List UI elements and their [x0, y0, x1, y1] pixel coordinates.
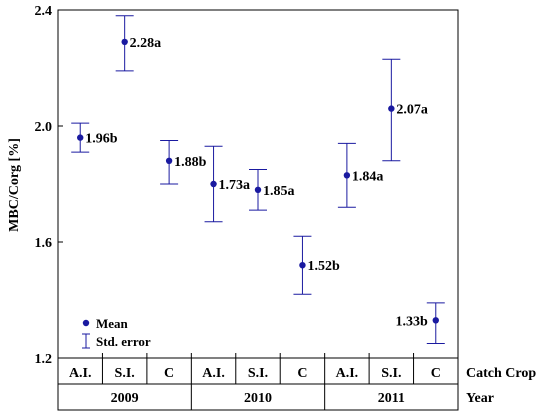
catch-crop-label: C: [431, 366, 441, 381]
legend-mean-label: Mean: [96, 316, 129, 331]
year-label: 2011: [378, 391, 405, 406]
legend-error-marker: [82, 333, 90, 349]
legend-mean-marker: [82, 319, 90, 327]
legend: Mean Std. error: [82, 316, 151, 349]
catch-crop-label: A.I.: [69, 366, 92, 381]
data-point-group: 2.07a: [382, 58, 428, 162]
mean-point: [432, 317, 439, 324]
data-label: 1.88b: [174, 155, 207, 170]
mean-point: [388, 105, 395, 112]
mean-point: [210, 180, 217, 188]
mean-point: [77, 134, 84, 141]
data-point-group: 1.52b: [293, 235, 340, 295]
y-axis-title: MBC/Corg [%]: [7, 138, 22, 232]
data-point-group: 1.96b: [71, 122, 118, 153]
catch-crop-label: S.I.: [248, 366, 268, 381]
catch-crop-label: C: [164, 366, 174, 381]
y-tick-label: 1.6: [35, 236, 53, 251]
catch-crop-row-title: Catch Crop: [466, 366, 536, 381]
y-tick-label: 2.0: [35, 120, 53, 135]
year-label: 2010: [244, 391, 272, 406]
legend-error-label: Std. error: [96, 334, 151, 349]
data-label: 2.07a: [396, 103, 428, 118]
mean-point: [254, 186, 262, 193]
data-point-group: 1.88b: [160, 140, 207, 185]
catch-crop-label: S.I.: [381, 366, 401, 381]
catch-crop-label: C: [297, 366, 307, 381]
data-point-group: 1.85a: [249, 169, 295, 211]
data-point-group: 1.33b: [395, 302, 445, 344]
data-label: 1.33b: [395, 314, 428, 329]
year-row-title: Year: [466, 391, 494, 406]
mean-point: [343, 172, 351, 179]
data-label: 2.28a: [130, 36, 162, 51]
year-label: 2009: [111, 391, 139, 406]
data-point-group: 2.28a: [115, 15, 162, 72]
y-tick-label: 1.2: [35, 352, 53, 367]
y-tick-label: 2.4: [35, 4, 53, 19]
data-label: 1.85a: [263, 184, 295, 199]
y-axis: 1.2 1.6 2.0 2.4: [35, 4, 63, 367]
data-point-group: 1.73a: [204, 145, 251, 223]
data-point-group: 1.84a: [337, 142, 384, 208]
data-label: 1.84a: [352, 169, 384, 184]
catch-crop-label: A.I.: [202, 366, 225, 381]
category-table: A.I. S.I. C A.I. S.I. C A.I. S.I. C 2009 2010 2011: [69, 353, 441, 410]
data-label: 1.73a: [219, 178, 251, 193]
catch-crop-label: S.I.: [115, 366, 135, 381]
mean-point: [165, 157, 173, 164]
data-label: 1.52b: [307, 259, 340, 274]
mean-point: [299, 262, 306, 269]
catch-crop-label: A.I.: [336, 366, 359, 381]
mean-point: [121, 38, 128, 46]
data-marks: 1.96b 2.28a 1.88b 1.73a 1.85a 1.52b 1.84a 2.07a…: [71, 15, 445, 344]
data-label: 1.96b: [85, 132, 118, 147]
